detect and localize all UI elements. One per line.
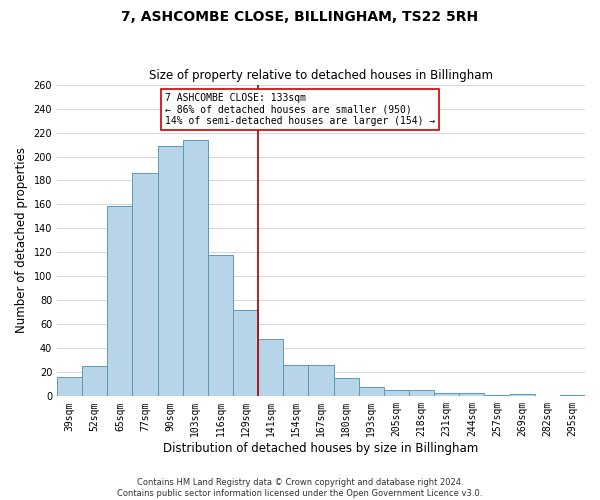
- Bar: [334, 378, 359, 396]
- Text: 7 ASHCOMBE CLOSE: 133sqm
← 86% of detached houses are smaller (950)
14% of semi-: 7 ASHCOMBE CLOSE: 133sqm ← 86% of detach…: [165, 93, 436, 126]
- Bar: [133, 174, 158, 396]
- Bar: [158, 146, 183, 396]
- Y-axis label: Number of detached properties: Number of detached properties: [15, 148, 28, 334]
- Bar: [359, 386, 384, 396]
- Bar: [384, 390, 409, 396]
- Title: Size of property relative to detached houses in Billingham: Size of property relative to detached ho…: [149, 69, 493, 82]
- Bar: [107, 206, 133, 396]
- Bar: [308, 365, 334, 396]
- Bar: [283, 365, 308, 396]
- Bar: [434, 392, 459, 396]
- Bar: [509, 394, 535, 396]
- Bar: [82, 366, 107, 396]
- Bar: [258, 339, 283, 396]
- Bar: [459, 392, 484, 396]
- Text: Contains HM Land Registry data © Crown copyright and database right 2024.
Contai: Contains HM Land Registry data © Crown c…: [118, 478, 482, 498]
- Bar: [57, 377, 82, 396]
- Bar: [208, 255, 233, 396]
- Text: 7, ASHCOMBE CLOSE, BILLINGHAM, TS22 5RH: 7, ASHCOMBE CLOSE, BILLINGHAM, TS22 5RH: [121, 10, 479, 24]
- Bar: [560, 395, 585, 396]
- Bar: [409, 390, 434, 396]
- Bar: [183, 140, 208, 396]
- Bar: [484, 395, 509, 396]
- X-axis label: Distribution of detached houses by size in Billingham: Distribution of detached houses by size …: [163, 442, 479, 455]
- Bar: [233, 310, 258, 396]
